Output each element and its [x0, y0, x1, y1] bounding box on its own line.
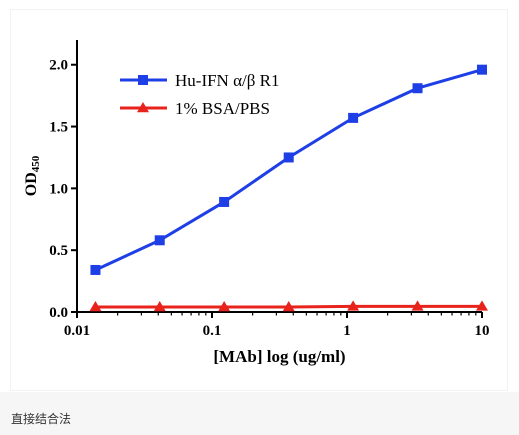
data-point: [476, 300, 488, 311]
figure-caption: 直接结合法: [11, 412, 72, 426]
y-tick-label: 2.0: [49, 58, 68, 74]
x-axis-title: [MAb] log (ug/ml): [213, 347, 345, 366]
data-point: [154, 235, 165, 246]
x-tick-label: 1: [343, 323, 351, 339]
y-axis-title: OD450: [23, 155, 42, 196]
data-point: [412, 83, 423, 94]
y-tick-label: 1.5: [49, 120, 68, 136]
legend-marker: [137, 102, 149, 113]
legend-marker: [138, 75, 148, 85]
data-point: [283, 152, 294, 163]
data-point: [477, 64, 487, 75]
series-line: [94, 68, 483, 272]
data-point: [153, 301, 166, 312]
data-point: [89, 301, 102, 312]
legend-label: Hu-IFN α/β R1: [175, 71, 279, 90]
data-point: [219, 196, 230, 207]
y-tick-label: 1.0: [49, 181, 68, 197]
x-tick-label: 0.1: [203, 323, 222, 339]
y-tick-label: 0.0: [49, 305, 68, 321]
data-point: [90, 264, 101, 275]
data-point: [347, 300, 360, 311]
x-tick-label: 10: [475, 323, 490, 339]
x-tick-label: 0.01: [64, 323, 90, 339]
data-point: [282, 301, 295, 312]
caption-band: [0, 392, 519, 435]
data-point: [411, 300, 424, 311]
chart: 0.0 0.5 1.0 1.5 2.0 0.01 0.1 1 10 [MAb] log (ug/m…: [23, 40, 490, 366]
data-point: [218, 301, 231, 312]
data-point: [348, 112, 359, 123]
y-tick-label: 0.5: [49, 243, 68, 259]
legend-label: 1% BSA/PBS: [175, 99, 270, 118]
chart-panel: 0.0 0.5 1.0 1.5 2.0 0.01 0.1 1 10 [MAb] log (ug/m…: [11, 10, 507, 390]
